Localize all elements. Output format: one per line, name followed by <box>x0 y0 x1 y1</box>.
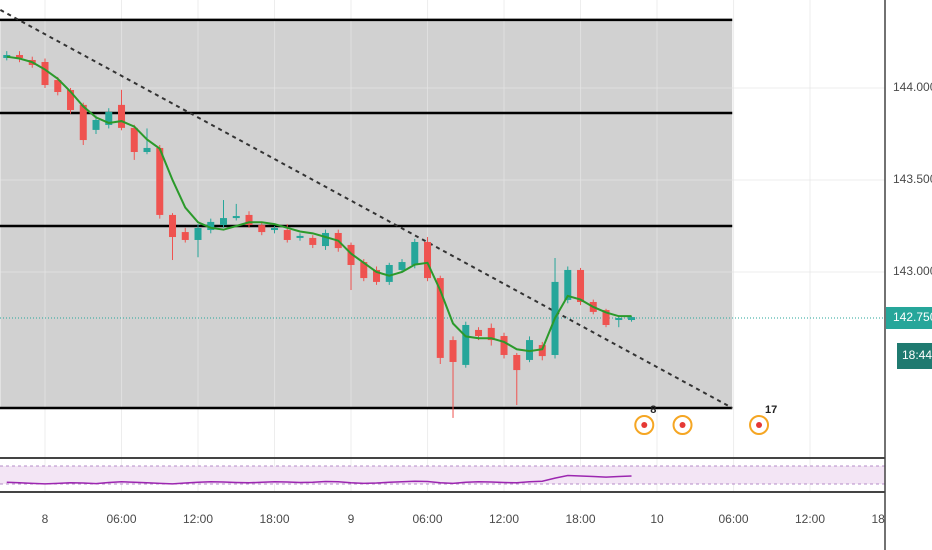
candle-body <box>526 340 534 360</box>
candle-body <box>385 264 393 282</box>
candle-body <box>79 104 87 141</box>
candle-body <box>220 218 228 226</box>
candle-body <box>500 336 508 355</box>
candle-body <box>577 269 585 302</box>
candle-body <box>271 228 279 231</box>
candle-body <box>564 269 572 300</box>
indicator-line <box>6 474 632 485</box>
candle-body <box>118 104 126 128</box>
candle-body <box>615 317 623 321</box>
candle-body <box>130 127 138 153</box>
candle-body <box>232 216 240 219</box>
candle-body <box>373 269 381 282</box>
candle-body <box>16 55 24 58</box>
indicator-band <box>0 466 885 484</box>
x-tick-label: 06:00 <box>106 512 136 526</box>
event-dot <box>756 422 763 428</box>
candle-body <box>309 237 317 245</box>
countdown-box <box>897 342 932 369</box>
x-tick-label: 9 <box>348 512 355 526</box>
candle-body <box>462 324 470 365</box>
candle-body <box>3 55 11 58</box>
candle-body <box>475 329 483 337</box>
y-tick-label: 143.500 <box>893 172 932 186</box>
candle-body <box>513 354 521 371</box>
price-axis <box>885 0 932 550</box>
candle-body <box>54 80 62 93</box>
candle-body <box>283 230 291 240</box>
x-tick-label: 18:00 <box>259 512 289 526</box>
candle-body <box>67 89 75 111</box>
x-tick-label: 06:00 <box>719 512 749 526</box>
trend-line <box>0 9 733 409</box>
candle-body <box>156 147 164 215</box>
candle-body <box>424 241 432 279</box>
candle-body <box>181 232 189 240</box>
countdown-label: 18:44 <box>902 348 932 362</box>
last-price-label: 142.750 <box>893 310 932 324</box>
x-tick-label: 12:00 <box>489 512 519 526</box>
candle-body <box>296 235 304 238</box>
candle-body <box>258 225 266 233</box>
event-dot <box>641 422 648 428</box>
x-tick-label: 8 <box>42 512 49 526</box>
candle-body <box>449 340 457 362</box>
x-tick-label: 18:00 <box>566 512 596 526</box>
x-tick-label: 12:00 <box>183 512 213 526</box>
candle-body <box>143 147 151 153</box>
candle-body <box>436 278 444 358</box>
candle-body <box>360 262 368 279</box>
candle-body <box>411 241 419 265</box>
candle-body <box>322 232 330 247</box>
candle-body <box>602 310 610 325</box>
x-tick-label: 06:00 <box>413 512 443 526</box>
x-tick-label: 10 <box>650 512 664 526</box>
candle-body <box>92 119 100 130</box>
event-label: 17 <box>765 404 777 416</box>
candle-body <box>207 221 215 231</box>
candle-body <box>194 228 202 240</box>
candle-body <box>41 62 49 86</box>
event-label: 8 <box>650 404 656 416</box>
candle-body <box>245 214 253 226</box>
x-tick-label: 12:00 <box>795 512 825 526</box>
y-tick-label: 144.000 <box>893 80 932 94</box>
y-tick-label: 143.000 <box>893 264 932 278</box>
zone-box <box>0 19 733 408</box>
candle-body <box>169 214 177 238</box>
candle-body <box>347 244 355 265</box>
candle-body <box>398 262 406 270</box>
candle-body <box>628 317 636 321</box>
candle-body <box>487 327 495 341</box>
event-dot <box>679 422 686 428</box>
last-price-box <box>886 306 932 329</box>
candle-body <box>538 345 546 357</box>
ma-line <box>6 55 632 353</box>
candle-body <box>105 111 113 125</box>
